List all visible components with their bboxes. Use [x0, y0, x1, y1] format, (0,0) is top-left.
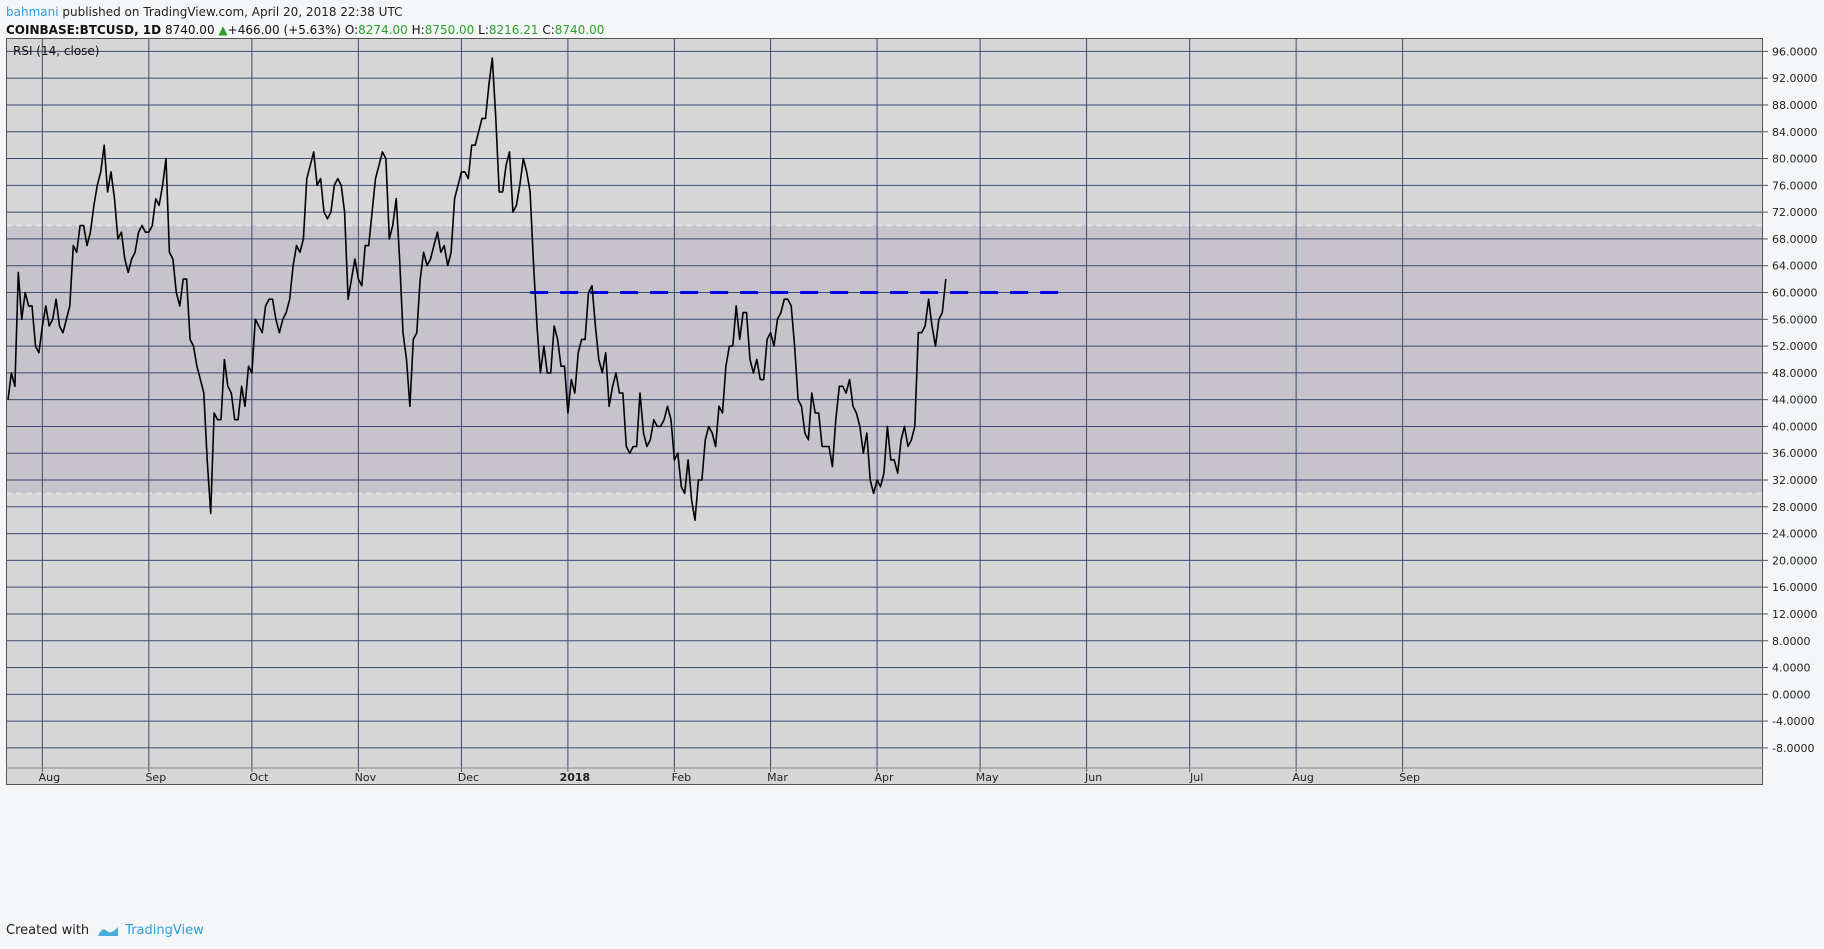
- publish-text: published on TradingView.com, April 20, …: [58, 5, 403, 19]
- x-tick-label: Mar: [767, 771, 788, 784]
- close-value: 8740.00: [554, 23, 605, 37]
- y-tick-label: -4.0000: [1772, 715, 1814, 728]
- y-tick-label: 12.0000: [1772, 608, 1818, 621]
- created-with-text: Created with: [6, 923, 90, 938]
- y-tick-label: 36.0000: [1772, 447, 1818, 460]
- y-tick-label: 56.0000: [1772, 313, 1818, 326]
- y-tick-label: 28.0000: [1772, 501, 1818, 514]
- y-tick-label: 76.0000: [1772, 179, 1818, 192]
- x-tick-label: Sep: [1399, 771, 1420, 784]
- high-label: H:: [411, 23, 425, 37]
- y-tick-label: 40.0000: [1772, 420, 1818, 433]
- x-tick-label: Jul: [1189, 771, 1203, 784]
- tradingview-link[interactable]: TradingView: [125, 923, 204, 938]
- y-tick-label: 52.0000: [1772, 340, 1818, 353]
- y-tick-label: 0.0000: [1772, 688, 1811, 701]
- y-tick-label: 4.0000: [1772, 662, 1811, 675]
- y-tick-label: 24.0000: [1772, 528, 1818, 541]
- x-tick-label: Dec: [458, 771, 479, 784]
- close-label: C:: [542, 23, 555, 37]
- rsi-series-line: [7, 57, 947, 521]
- y-tick-label: 60.0000: [1772, 286, 1818, 299]
- indicator-title: RSI (14, close): [13, 44, 99, 58]
- high-value: 8750.00: [424, 23, 475, 37]
- time-axis[interactable]: Aug Sep Oct Nov Dec 2018 Feb Mar Apr May Jun Jul Aug…: [6, 767, 1763, 784]
- x-tick-label: Aug: [1292, 771, 1313, 784]
- x-tick-label: Aug: [39, 771, 60, 784]
- low-value: 8216.21: [488, 23, 539, 37]
- last-price: 8740.00: [164, 23, 215, 37]
- x-tick-label: Sep: [145, 771, 166, 784]
- up-triangle-icon: ▲: [218, 23, 228, 37]
- y-tick-label: 84.0000: [1772, 126, 1818, 139]
- y-tick-label: 20.0000: [1772, 554, 1818, 567]
- y-tick-label: 88.0000: [1772, 99, 1818, 112]
- y-tick-label: 64.0000: [1772, 260, 1818, 273]
- footer: Created with TradingView: [6, 923, 204, 938]
- x-tick-label: 2018: [560, 771, 591, 784]
- y-tick-label: 80.0000: [1772, 153, 1818, 166]
- y-tick-label: 72.0000: [1772, 206, 1818, 219]
- open-label: O:: [344, 23, 359, 37]
- y-tick-label: -8.0000: [1772, 742, 1814, 755]
- price-axis[interactable]: 96.0000 92.0000 88.0000 84.0000 80.0000 76.00…: [1763, 45, 1818, 755]
- y-tick-label: 68.0000: [1772, 233, 1818, 246]
- tradingview-logo-icon: [98, 926, 119, 936]
- x-tick-label: Oct: [249, 771, 269, 784]
- rsi-band: [6, 225, 1763, 494]
- y-tick-label: 92.0000: [1772, 72, 1818, 85]
- y-tick-label: 16.0000: [1772, 581, 1818, 594]
- open-value: 8274.00: [358, 23, 408, 37]
- x-tick-label: Jun: [1084, 771, 1102, 784]
- x-tick-label: Feb: [672, 771, 691, 784]
- x-tick-label: Nov: [355, 771, 377, 784]
- y-tick-label: 48.0000: [1772, 367, 1818, 380]
- y-tick-label: 32.0000: [1772, 474, 1818, 487]
- x-tick-label: Apr: [875, 771, 895, 784]
- symbol-info: COINBASE:BTCUSD, 1D 8740.00 ▲+466.00 (+5…: [6, 21, 604, 39]
- y-tick-label: 96.0000: [1772, 45, 1818, 58]
- horizontal-grid: [6, 50, 1763, 749]
- author-link[interactable]: bahmani: [6, 5, 59, 19]
- x-tick-label: May: [976, 771, 999, 784]
- y-tick-label: 44.0000: [1772, 394, 1818, 407]
- low-label: L:: [478, 23, 489, 37]
- y-tick-label: 8.0000: [1772, 635, 1811, 648]
- plot-border: [6, 38, 1763, 785]
- price-change: +466.00 (+5.63%): [227, 23, 342, 37]
- symbol-label: COINBASE:BTCUSD, 1D: [6, 23, 162, 37]
- publish-info: bahmani published on TradingView.com, Ap…: [6, 3, 402, 21]
